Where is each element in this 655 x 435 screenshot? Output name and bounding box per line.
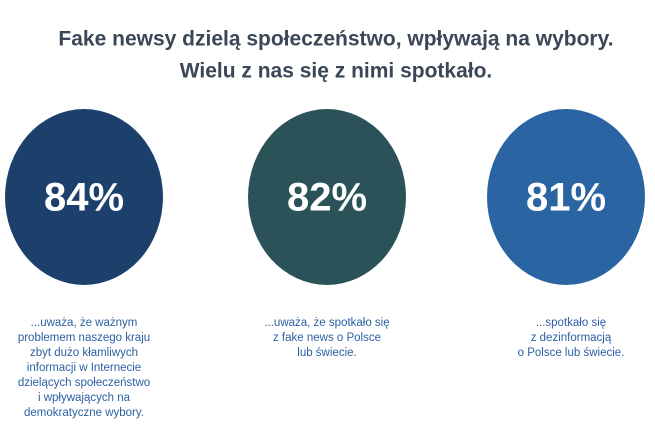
stat-circle [487, 109, 645, 285]
stat-caption: dzielących społeczeństwo [18, 377, 150, 389]
stat-caption: zbyt dużo kłamliwych [30, 347, 138, 359]
stat-circle [248, 109, 406, 285]
stat-caption: demokratyczne wybory. [24, 407, 144, 419]
stat-circle [5, 109, 163, 285]
stat-caption: informacji w Internecie [27, 362, 141, 374]
title-line: Fake newsy dzielą społeczeństwo, wpływaj… [58, 28, 613, 51]
stat-value: 82% [287, 176, 367, 220]
stat-caption: i wpływających na [38, 392, 131, 404]
stat-caption: z fake news o Polsce [273, 332, 381, 344]
stat-value: 81% [526, 176, 606, 220]
stat-caption: ...uważa, że spotkało się [264, 317, 389, 329]
stat-value: 84% [44, 176, 124, 220]
stat-caption: ...spotkało się [536, 317, 606, 329]
stat-caption: ...uważa, że ważnym [31, 317, 138, 329]
stat-caption: lub świecie. [297, 347, 356, 359]
stat-caption: problemem naszego kraju [18, 332, 150, 344]
stat-caption: z dezinformacją [531, 332, 612, 344]
stat-caption: o Polsce lub świecie. [518, 347, 625, 359]
title-line: Wielu z nas się z nimi spotkało. [180, 60, 493, 83]
